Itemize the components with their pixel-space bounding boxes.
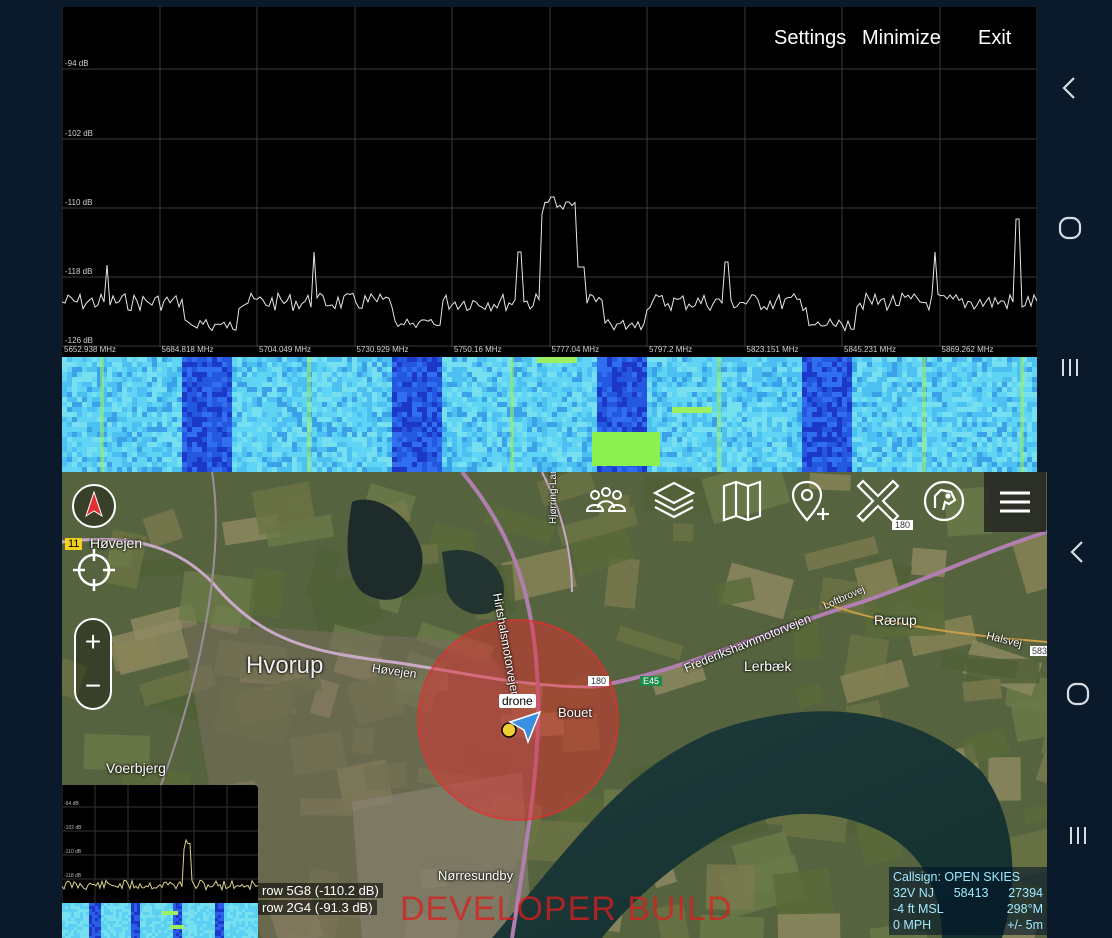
place-label: Bouet (558, 705, 592, 720)
grid-zone: 32V NJ (893, 886, 934, 900)
home-circle-icon (1066, 682, 1090, 706)
road-shield: E45 (640, 676, 663, 686)
user-location-arrow (508, 710, 542, 745)
satellite-map[interactable] (62, 472, 1047, 938)
freq-tick-label: 5869.262 MHz (942, 345, 994, 354)
home-nav-button[interactable] (1056, 214, 1084, 247)
exit-button[interactable]: Exit (978, 27, 1012, 49)
minimize-button[interactable]: Minimize (862, 27, 941, 49)
freq-tick-label: 5750.16 MHz (454, 345, 502, 354)
drone-marker (501, 722, 517, 738)
freq-tick-label: 5797.2 MHz (649, 345, 692, 354)
map-view[interactable]: 11 Høvejen Hvorup Høvejen Voerbjerg Ræru… (62, 472, 1047, 938)
place-label: Hvorup (246, 652, 324, 679)
zoom-control: + − (74, 618, 112, 710)
speed: 0 MPH (893, 918, 932, 932)
db-tick-label: -102 dB (65, 129, 93, 138)
mini-spectrum-graph: -94 dB -102 dB -110 dB -118 dB (62, 785, 258, 938)
main-menu-button[interactable] (984, 472, 1046, 532)
spectrum-trace (62, 196, 1037, 332)
easting: 58413 (953, 886, 989, 900)
home-circle-icon (1058, 216, 1082, 240)
recents-nav-button-lower[interactable] (1064, 822, 1092, 855)
readout-2g4: row 2G4 (-91.3 dB) (258, 900, 377, 915)
freq-tick-label: 5845.231 MHz (844, 345, 896, 354)
mini-db-label: -102 dB (64, 825, 82, 831)
back-nav-button[interactable] (1056, 74, 1084, 109)
road-shield: 180 (588, 676, 610, 686)
db-tick-label: -126 dB (65, 336, 93, 345)
recents-nav-button[interactable] (1056, 354, 1084, 387)
freq-tick-label: 5730.929 MHz (357, 345, 409, 354)
team-icon (585, 487, 627, 512)
freq-tick-label: 5652.938 MHz (64, 345, 116, 354)
freq-tick-label: 5823.151 MHz (747, 345, 799, 354)
mini-db-label: -110 dB (64, 849, 82, 855)
recenter-button[interactable] (70, 546, 118, 594)
add-location-icon (791, 480, 829, 522)
altitude: -4 ft MSL (893, 902, 944, 916)
road-label: Hjørring-Landevej (548, 472, 559, 524)
close-x-icon (856, 479, 900, 523)
team-button[interactable] (582, 478, 630, 524)
freq-tick-label: 5684.818 MHz (162, 345, 214, 354)
menu-icon (1000, 491, 1030, 513)
road-shield: 11 (65, 538, 83, 550)
recents-icon (1070, 827, 1086, 844)
freq-tick-label: 5704.049 MHz (259, 345, 311, 354)
map-icon (722, 480, 762, 522)
dog-icon (923, 480, 965, 522)
place-label: Rærup (874, 612, 917, 628)
db-tick-label: -110 dB (65, 198, 92, 207)
waterfall-display (62, 357, 1037, 472)
mini-db-label: -94 dB (64, 801, 79, 807)
chevron-left-icon (1062, 77, 1075, 99)
back-nav-button-lower[interactable] (1064, 538, 1092, 571)
map-type-button[interactable] (718, 478, 766, 524)
recents-icon (1062, 359, 1078, 376)
freq-tick-label: 5777.04 MHz (552, 345, 600, 354)
position-info-box: Callsign: OPEN SKIES 32V NJ 58413 27394 -4… (889, 867, 1047, 935)
accuracy: +/- 5m (1007, 918, 1043, 932)
db-tick-label: -118 dB (65, 267, 92, 276)
crosshair-icon (73, 549, 115, 591)
road-shield: 583 (1030, 646, 1047, 656)
clear-button[interactable] (854, 478, 902, 524)
developer-build-watermark: DEVELOPER BUILD (400, 890, 733, 928)
drone-label: drone (499, 694, 536, 708)
road-shield: 180 (892, 520, 914, 530)
place-label: Lerbæk (744, 658, 792, 674)
callsign-text: Callsign: OPEN SKIES (893, 870, 1021, 884)
add-location-button[interactable] (786, 478, 834, 524)
spectrum-panel: -94 dB -102 dB -110 dB -118 dB -126 dB 5652.… (62, 7, 1037, 472)
place-label: Voerbjerg (106, 760, 166, 776)
layers-button[interactable] (650, 478, 698, 524)
place-label: Høvejen (90, 535, 143, 551)
chevron-left-icon (1070, 541, 1083, 563)
db-tick-label: -94 dB (65, 59, 89, 68)
northing: 27394 (1008, 886, 1043, 900)
zoom-in-button[interactable]: + (84, 626, 102, 657)
compass-icon (85, 490, 103, 518)
home-nav-button-lower[interactable] (1064, 680, 1092, 713)
spectrum-graph: -94 dB -102 dB -110 dB -118 dB -126 dB 5652.… (62, 7, 1037, 472)
readout-5g8: row 5G8 (-110.2 dB) (258, 883, 383, 898)
mini-db-label: -118 dB (64, 873, 82, 879)
compass-button[interactable] (72, 484, 116, 528)
zoom-out-button[interactable]: − (84, 670, 102, 701)
place-label: Nørresundby (438, 868, 514, 883)
layers-icon (652, 481, 696, 519)
dog-button[interactable] (920, 478, 968, 524)
settings-button[interactable]: Settings (774, 27, 847, 49)
heading: 298°M (1006, 902, 1043, 916)
mini-spectrum-widget[interactable]: -94 dB -102 dB -110 dB -118 dB (62, 785, 258, 938)
